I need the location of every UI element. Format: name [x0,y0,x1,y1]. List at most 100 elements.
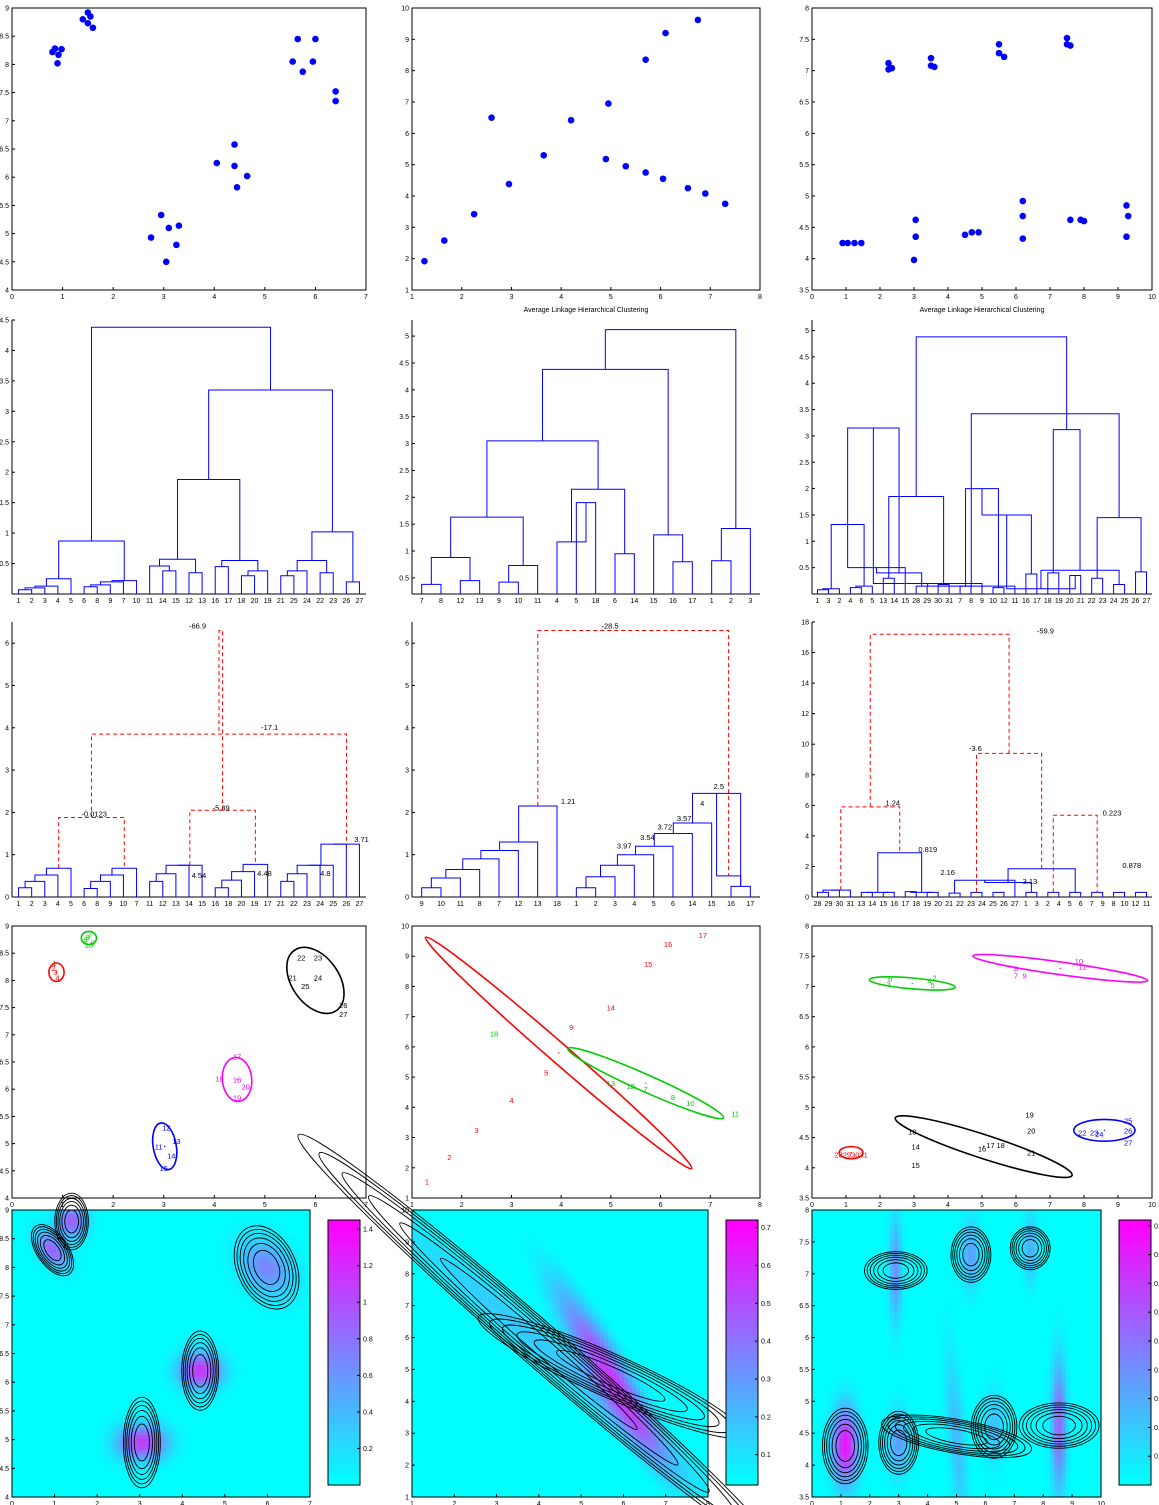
x-tick-label: 3 [897,1501,901,1505]
colorbar: 0.1 0.2 0.3 0.4 0.5 0.6 0.7 0.8 0.9 [1118,1219,1159,1486]
colorbar-step [1119,1405,1151,1411]
contour-line [980,1408,1008,1446]
leaf-label: 24 [303,598,311,605]
y-tick-label: 5 [405,683,409,690]
data-point [441,237,448,244]
colorbar-step [1119,1312,1151,1318]
y-tick-label: 5.5 [799,1367,809,1374]
x-tick-label: 6 [1014,1202,1018,1209]
cluster-center [236,1078,238,1081]
data-point [1067,216,1074,224]
leaf-label: 9 [108,598,112,605]
y-tick-label: 1 [405,549,409,556]
colorbar-step [1119,1449,1151,1455]
colorbar-step [726,1330,758,1336]
y-tick-label: 7.5 [799,1239,809,1246]
leaf-label: 7 [958,598,962,605]
y-tick-label: 3 [405,768,409,775]
y-tick-label: 4 [405,387,409,394]
x-tick-label: 1 [844,1202,848,1209]
leaf-label: 19 [264,598,272,605]
colorbar-step [328,1299,360,1305]
contour-line [130,1415,153,1470]
colorbar-step [1119,1467,1151,1473]
dendrogram-link [970,413,1120,587]
colorbar-step [726,1449,758,1455]
y-tick-label: 6 [805,131,809,138]
leaf-label: 6 [82,901,86,908]
data-point [622,162,630,170]
x-tick-label: 1 [410,294,414,301]
data-point [299,68,307,76]
x-tick-label: 5 [223,1501,227,1505]
leaf-label: 7 [135,901,139,908]
axes-frame [11,925,367,1199]
y-tick-label: 1 [405,288,409,295]
colorbar-step [1119,1423,1151,1429]
data-point [1067,42,1074,49]
colorbar-step [726,1379,758,1385]
y-tick-label: 5 [5,1141,9,1148]
colorbar-step [1119,1259,1151,1265]
x-tick-label: 1 [839,1501,843,1505]
y-tick-label: 7.5 [799,954,809,961]
colorbar-step [726,1454,758,1460]
colorbar-step [328,1348,360,1354]
dendrogram-link [319,572,334,594]
data-point [602,155,610,163]
dendrogram-link [976,752,1043,893]
data-point [662,29,669,37]
y-tick-label: 6 [805,803,809,810]
colorbar-step [328,1264,360,1270]
leaf-label: 3 [1035,901,1039,908]
y-tick-label: 2.5 [799,460,809,467]
colorbar-step [726,1224,758,1230]
contour-line [956,1234,986,1275]
leaf-label: 2 [30,901,34,908]
x-tick-label: 8 [1082,1202,1086,1209]
contour-line [233,1225,300,1310]
leaf-label: 3 [43,598,47,605]
leaf-label: 17 [1033,598,1041,605]
leaf-label: 14 [630,598,638,605]
leaf-label: 26 [342,598,350,605]
dendrogram-link [214,566,229,594]
y-tick-label: 2 [405,1463,409,1470]
leaf-label: 27 [1011,901,1019,908]
dendrogram-link [242,863,269,897]
dendrogram-link [450,516,524,566]
dendrogram-link [177,479,241,561]
node-score-label: -3.6 [969,744,982,753]
x-tick-label: 10 [1097,1501,1105,1505]
dendrogram-link [430,877,461,897]
node-score-label: -17.1 [261,723,278,732]
contour-line [1042,1415,1076,1436]
colorbar-tick-label: 0.6 [761,1263,771,1270]
contour-line [881,1416,916,1469]
colorbar-step [1119,1392,1151,1398]
colorbar-step [328,1321,360,1327]
colorbar-step [1119,1348,1151,1354]
leaf-label: 11 [1143,901,1150,908]
contour-line [1026,1406,1093,1445]
point-label: 13 [172,1137,180,1146]
x-tick-label: 0 [810,1501,814,1505]
dendrogram-link [959,585,972,594]
y-tick-label: 6 [5,1087,9,1094]
y-tick-label: 5 [5,231,9,238]
contour-line [247,1242,286,1292]
data-point [721,200,729,208]
leaf-label: 5 [69,901,73,908]
x-tick-label: 5 [263,294,267,301]
point-label: 9 [1022,972,1026,981]
dendrogram-link [1096,517,1142,579]
x-tick-label: 7 [708,1202,712,1209]
y-tick-label: 9 [405,37,409,44]
contour-line [886,1424,911,1462]
colorbar-step [328,1326,360,1332]
contour-line [835,1430,855,1462]
colorbar-frame [725,1219,759,1486]
leaf-label: 28 [814,901,822,908]
point-label: 8 [86,933,90,942]
leaf-label: 7 [1090,901,1094,908]
